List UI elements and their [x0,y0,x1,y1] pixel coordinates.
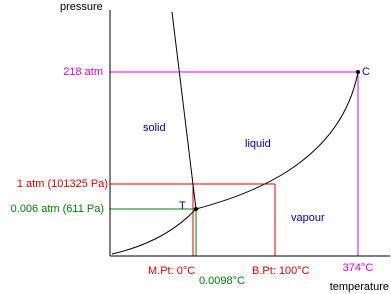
point-label: T [179,200,186,212]
sublimation-curve [111,208,197,255]
vaporization-curve [195,71,359,210]
solid-liquid-boundary [171,11,197,210]
critical-point [356,70,360,74]
y-axis-label: pressure [60,1,103,13]
temperature-label: 374°C [343,262,374,274]
pressure-label: 1 atm (101325 Pa) [17,178,108,190]
pressure-label: 0.006 atm (611 Pa) [11,203,104,215]
temperature-label: M.Pt: 0°C [148,265,195,277]
region-label: solid [143,122,166,134]
pressure-label: 218 atm [63,66,103,78]
temperature-label: B.Pt: 100°C [252,265,310,277]
region-label: vapour [291,212,325,224]
point-label: C [362,66,370,78]
x-axis-label: temperature [330,281,389,293]
region-label: liquid [245,138,271,150]
triple-point [194,207,198,211]
temperature-label: 0.0098°C [199,275,245,287]
